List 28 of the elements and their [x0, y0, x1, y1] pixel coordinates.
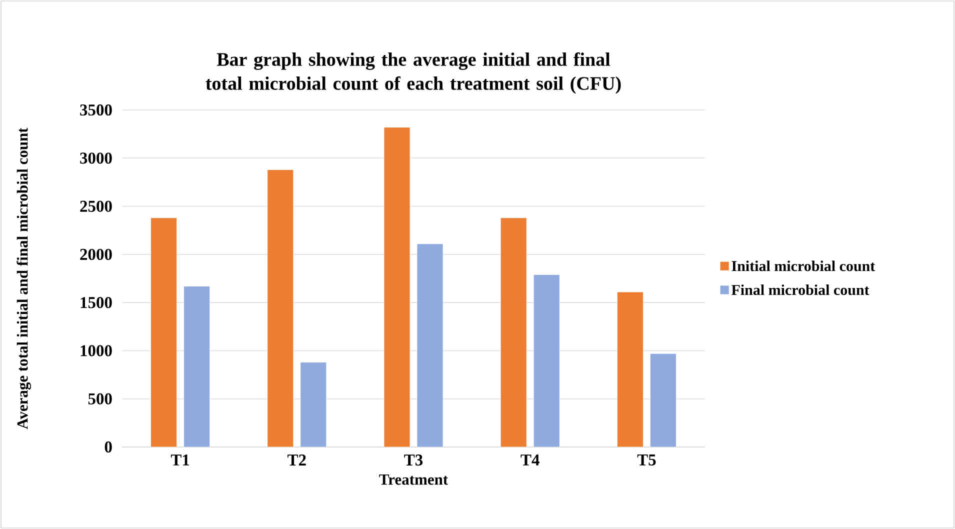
bar [384, 127, 410, 447]
bar [416, 244, 444, 447]
bar [650, 353, 676, 447]
y-tick-label: 0 [104, 441, 112, 453]
y-axis-title: Average total initial and final microbial count [16, 128, 32, 430]
bar [150, 218, 177, 447]
bar [617, 292, 644, 447]
legend-label: Initial microbial count [732, 260, 876, 272]
y-tick-label: 3500 [80, 104, 112, 116]
x-tick-label: T4 [520, 454, 540, 466]
bar [184, 286, 210, 447]
x-tick-label: T2 [288, 454, 306, 466]
y-tick-label: 2000 [80, 248, 112, 260]
x-tick-label: T5 [637, 454, 656, 466]
bar [267, 169, 294, 447]
y-tick-label: 1000 [80, 345, 112, 356]
bar [533, 274, 560, 447]
y-tick-label: 3000 [80, 152, 112, 164]
y-tick-label: 1500 [80, 297, 112, 308]
x-tick-label: T3 [404, 454, 423, 466]
chart-title: Bar graph showing the average initial and final total microbial count of each treatment soil (CFU) [206, 52, 621, 94]
legend-label: Final microbial count [731, 284, 870, 296]
y-tick-label: 500 [88, 393, 112, 404]
y-tick-label: 2500 [80, 200, 112, 212]
bar [300, 362, 327, 447]
x-tick-label: T1 [170, 454, 190, 466]
x-axis-title: Treatment [379, 474, 448, 485]
bar [500, 218, 527, 447]
